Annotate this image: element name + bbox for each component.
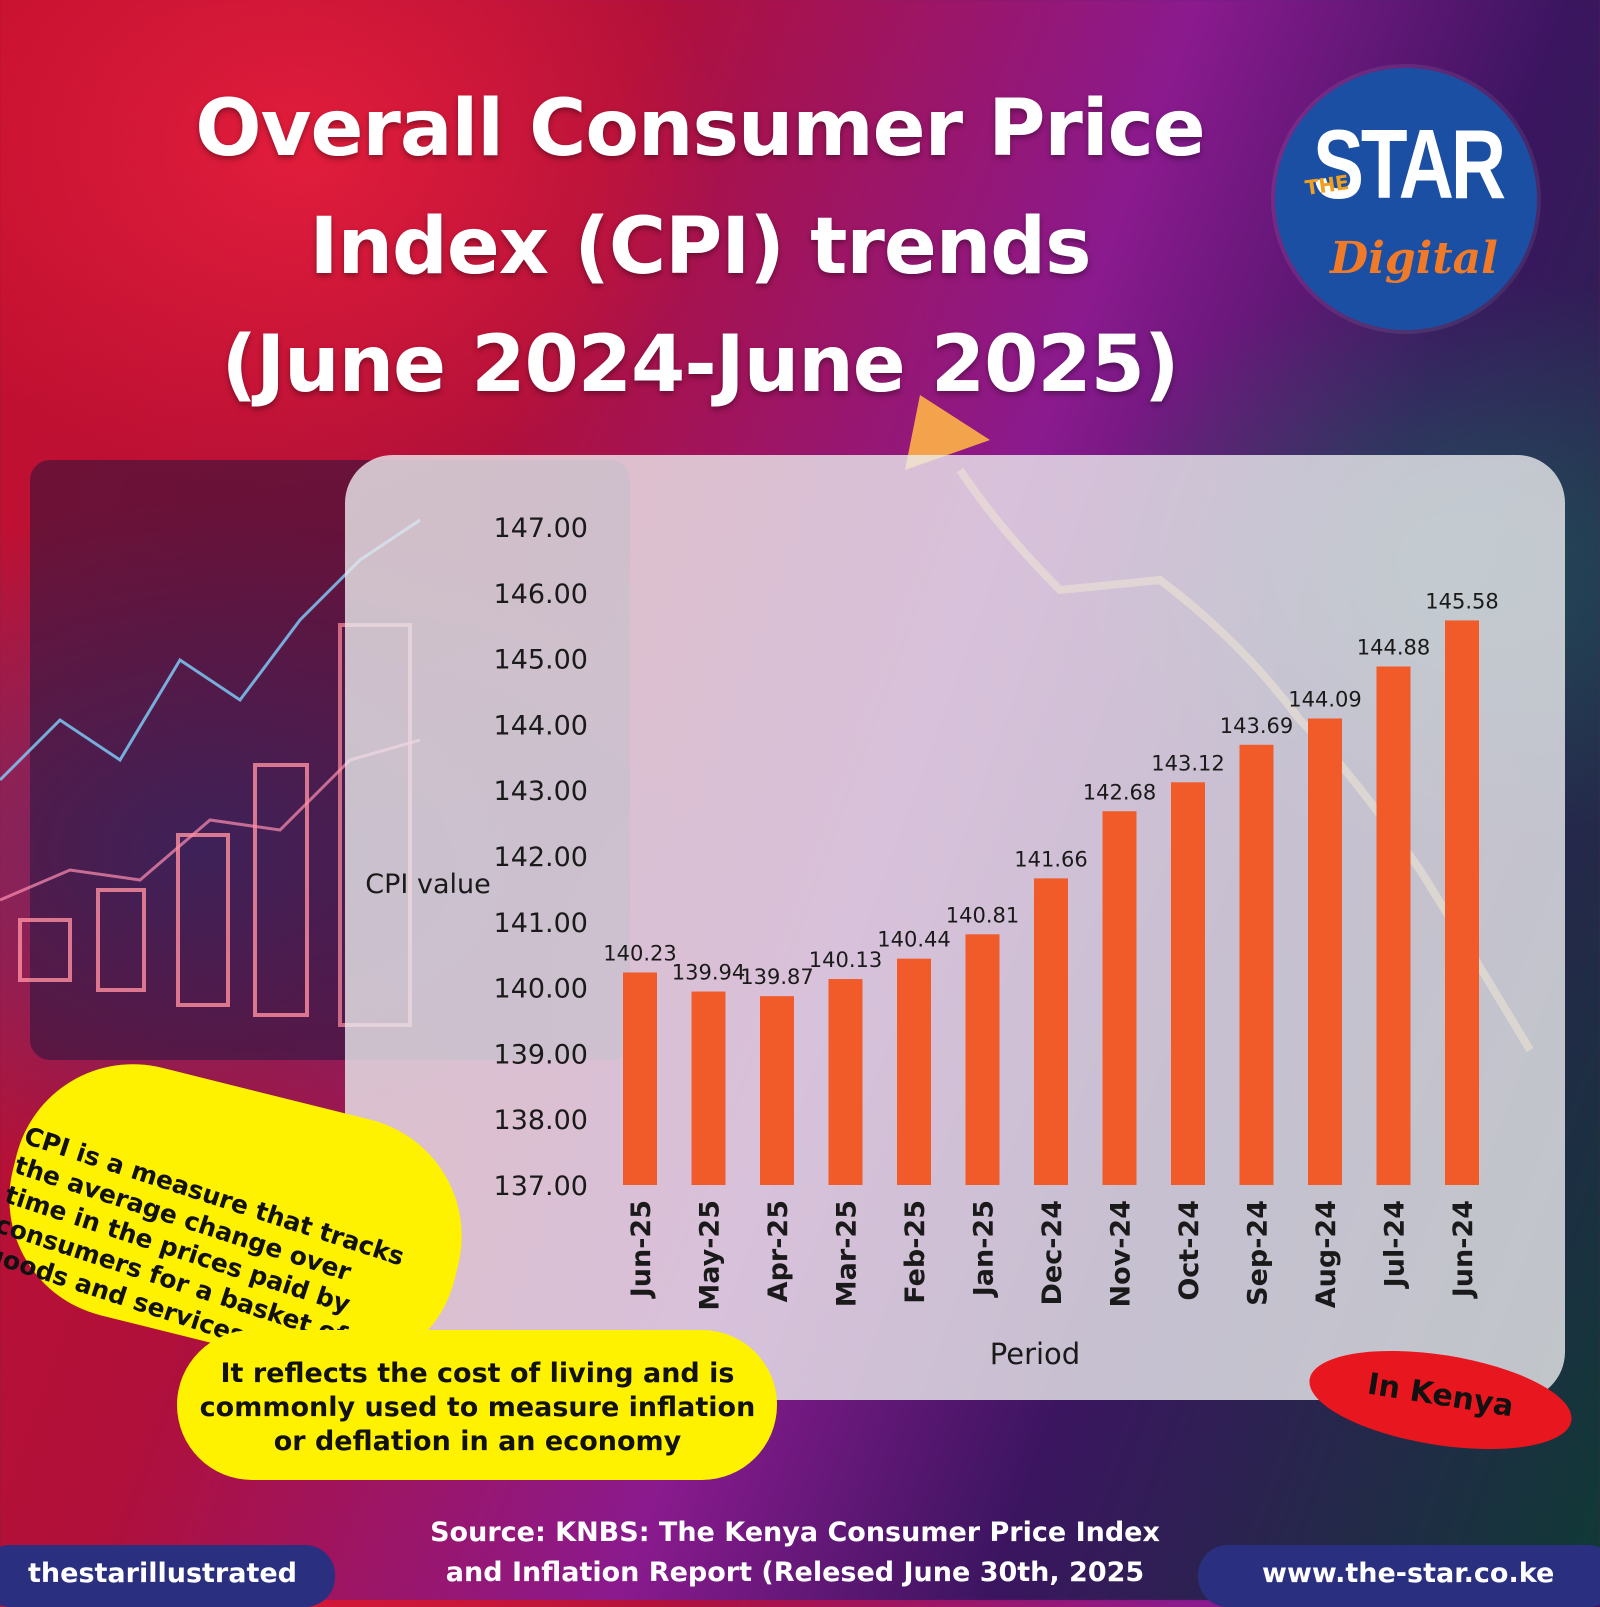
bar-oct-24 xyxy=(1171,782,1205,1185)
title-line-1: Overall Consumer Price xyxy=(195,84,1205,174)
data-label: 145.58 xyxy=(1425,589,1498,613)
x-tick-label: Nov-24 xyxy=(1106,1200,1137,1308)
logo-star-text: STAR xyxy=(1313,109,1506,219)
y-tick-label: 140.00 xyxy=(494,974,588,1005)
title-line-3: (June 2024-June 2025) xyxy=(221,320,1179,410)
footer-handle-pill xyxy=(0,1545,335,1607)
bar-nov-24 xyxy=(1102,811,1137,1185)
chart-panel xyxy=(345,455,1565,1400)
data-label: 139.87 xyxy=(740,965,813,989)
bar-apr-25 xyxy=(760,996,794,1185)
data-label: 140.23 xyxy=(603,941,676,965)
y-tick-label: 138.00 xyxy=(494,1105,588,1136)
x-tick-label: Dec-24 xyxy=(1037,1200,1068,1306)
data-label: 142.68 xyxy=(1083,780,1156,804)
y-tick-label: 139.00 xyxy=(494,1039,588,1070)
title-line-2: Index (CPI) trends xyxy=(309,202,1091,292)
bar-jul-24 xyxy=(1376,666,1411,1185)
x-tick-label: Mar-25 xyxy=(832,1200,863,1307)
x-tick-label: Sep-24 xyxy=(1243,1200,1274,1306)
x-tick-label: Jun-24 xyxy=(1448,1200,1479,1299)
x-tick-label: May-25 xyxy=(695,1200,726,1311)
y-axis-label: CPI value xyxy=(365,869,490,900)
y-tick-label: 144.00 xyxy=(494,710,588,741)
data-label: 143.12 xyxy=(1151,751,1224,775)
footer-website-link[interactable]: www.the-star.co.ke xyxy=(1262,1558,1555,1589)
bar-jan-25 xyxy=(965,934,1000,1185)
bar-sep-24 xyxy=(1239,744,1274,1185)
data-label: 144.09 xyxy=(1288,687,1361,711)
data-label: 144.88 xyxy=(1357,635,1430,659)
y-tick-label: 146.00 xyxy=(494,579,588,610)
source-note: Source: KNBS: The Kenya Consumer Price I… xyxy=(400,1513,1190,1593)
cpi-usage-text: It reflects the cost of living and is co… xyxy=(199,1358,756,1457)
y-tick-label: 141.00 xyxy=(494,908,588,939)
bar-mar-25 xyxy=(828,979,863,1185)
data-label: 139.94 xyxy=(672,961,745,985)
x-tick-label: Jun-25 xyxy=(626,1200,657,1299)
y-tick-label: 143.00 xyxy=(494,776,588,807)
data-label: 141.66 xyxy=(1014,847,1087,871)
bar-jun-25 xyxy=(623,972,657,1185)
star-digital-logo: STAR THE Digital xyxy=(1275,68,1537,330)
x-tick-label: Jul-24 xyxy=(1380,1200,1411,1289)
bar-dec-24 xyxy=(1034,878,1068,1185)
logo-digital-text: Digital xyxy=(1330,233,1498,284)
x-tick-label: Feb-25 xyxy=(900,1200,931,1304)
data-label: 140.81 xyxy=(946,903,1019,927)
bar-may-25 xyxy=(691,991,726,1185)
bar-feb-25 xyxy=(897,958,931,1185)
y-tick-label: 142.00 xyxy=(494,842,588,873)
bar-jun-24 xyxy=(1445,620,1479,1185)
y-tick-label: 145.00 xyxy=(494,645,588,676)
y-tick-label: 137.00 xyxy=(494,1171,588,1202)
page-title: Overall Consumer Price Index (CPI) trend… xyxy=(100,70,1300,424)
x-tick-label: Oct-24 xyxy=(1174,1200,1205,1301)
data-label: 140.13 xyxy=(809,948,882,972)
x-axis-label: Period xyxy=(990,1337,1080,1371)
footer-website-pill xyxy=(1198,1545,1600,1607)
cpi-usage-bubble xyxy=(177,1330,777,1480)
data-label: 143.69 xyxy=(1220,714,1293,738)
source-line-1: Source: KNBS: The Kenya Consumer Price I… xyxy=(430,1517,1160,1548)
data-label: 140.44 xyxy=(877,928,950,952)
x-tick-label: Aug-24 xyxy=(1311,1200,1342,1308)
x-tick-label: Apr-25 xyxy=(763,1200,794,1302)
bar-aug-24 xyxy=(1308,718,1342,1185)
y-tick-label: 147.00 xyxy=(494,513,588,544)
source-line-2: and Inflation Report (Relesed June 30th,… xyxy=(445,1557,1145,1588)
footer-handle[interactable]: thestarillustrated xyxy=(28,1558,297,1589)
x-tick-label: Jan-25 xyxy=(969,1200,1000,1298)
